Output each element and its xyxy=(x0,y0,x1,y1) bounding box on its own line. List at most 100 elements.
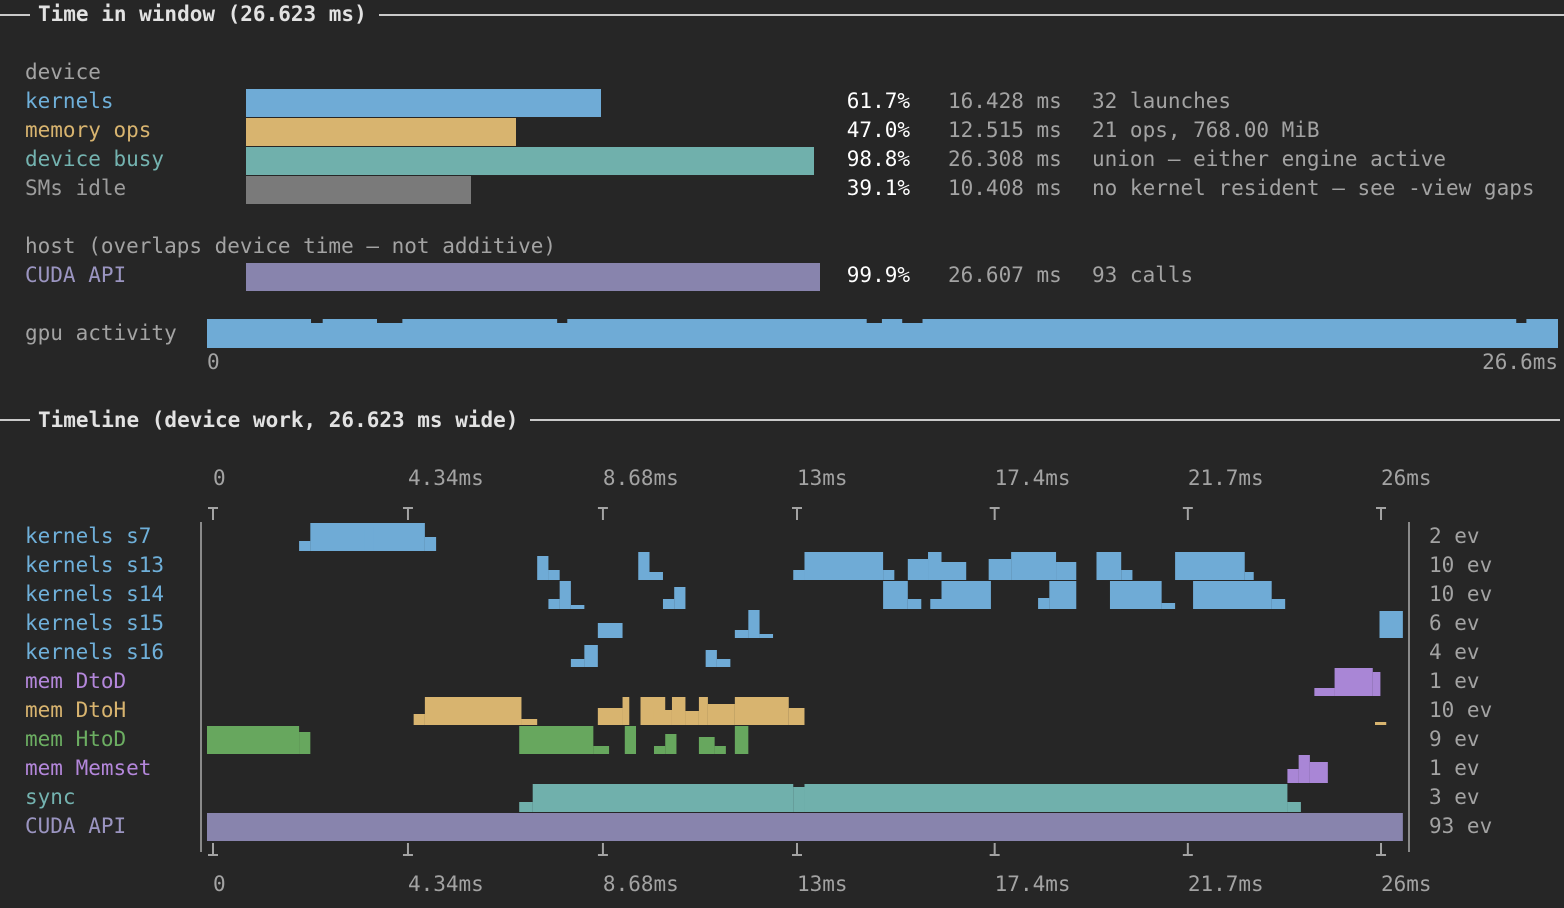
device-busy-detail: union — either engine active xyxy=(1092,147,1447,171)
bottom-axis-tick xyxy=(208,843,218,856)
cuda-api-time: 26.607 ms xyxy=(948,263,1062,287)
mem-dtod-lane xyxy=(1314,668,1381,696)
cuda-api-label: CUDA API xyxy=(25,263,127,287)
kernels-s13-segment xyxy=(548,570,560,580)
top-axis-tick-label: 0 xyxy=(213,466,226,490)
window-section-title: Time in window (26.623 ms) xyxy=(30,1,379,27)
top-axis-tick-label: 21.7ms xyxy=(1188,466,1264,490)
mem-dtoh-segment xyxy=(413,714,425,725)
kernels-s13-count: 10 ev xyxy=(1429,553,1493,577)
memory-ops-detail: 21 ops, 768.00 MiB xyxy=(1092,118,1320,142)
kernels-s14-segment xyxy=(930,599,942,609)
mem-dtoh-segment xyxy=(597,708,623,725)
top-axis-tick xyxy=(1376,507,1387,520)
mem-dtoh-segment xyxy=(671,697,686,725)
mem-dtoh-segment xyxy=(622,697,630,725)
mem-htod-segment xyxy=(653,746,666,754)
mem-dtoh-label: mem DtoH xyxy=(25,698,127,722)
kernels-s13-segment xyxy=(988,559,1012,580)
bottom-axis-tick-label: 4.34ms xyxy=(408,872,484,896)
mem-dtod-segment xyxy=(1372,672,1381,696)
top-axis-tick-label: 17.4ms xyxy=(995,466,1071,490)
mem-htod-segment xyxy=(207,726,300,754)
kernels-s16-segment xyxy=(705,650,717,667)
kernels-s14-segment xyxy=(662,599,675,609)
top-axis-tick xyxy=(597,507,608,520)
mem-dtoh-segment xyxy=(707,704,735,725)
sync-lane xyxy=(519,784,1301,812)
mem-htod-segment xyxy=(665,734,677,754)
kernels-percent: 61.7% xyxy=(846,89,910,113)
mem-dtoh-segment xyxy=(1375,722,1387,725)
cuda-api-row-segment xyxy=(207,813,1403,841)
kernels-s13-segment xyxy=(1244,572,1254,580)
kernels-s7-label: kernels s7 xyxy=(25,524,152,548)
sync-segment xyxy=(532,784,794,812)
sync-segment xyxy=(519,802,533,812)
kernels-s7-segment xyxy=(299,541,311,551)
timeline-section-title: Timeline (device work, 26.623 ms wide) xyxy=(30,407,531,433)
top-axis-tick-label: 13ms xyxy=(797,466,848,490)
sms-idle-time: 10.408 ms xyxy=(948,176,1062,200)
memory-ops-time: 12.515 ms xyxy=(948,118,1062,142)
top-axis-tick-label: 8.68ms xyxy=(603,466,679,490)
cuda-api-bar xyxy=(246,263,820,291)
kernels-s7-count: 2 ev xyxy=(1429,524,1480,548)
gpu-activity-end-label: 26.6ms xyxy=(1482,350,1558,374)
mem-dtoh-segment xyxy=(698,697,708,725)
bottom-axis-tick xyxy=(1376,843,1387,856)
kernels-s13-segment xyxy=(928,552,942,580)
kernels-detail: 32 launches xyxy=(1092,89,1232,113)
device-busy-label: device busy xyxy=(25,147,165,171)
kernels-s13-label: kernels s13 xyxy=(25,553,165,577)
mem-dtod-segment xyxy=(1334,668,1373,696)
mem-htod-segment xyxy=(519,726,594,754)
device-section-label: device xyxy=(25,60,101,84)
kernels-s15-count: 6 ev xyxy=(1429,611,1480,635)
mem-memset-count: 1 ev xyxy=(1429,756,1480,780)
bottom-axis-tick xyxy=(402,843,413,856)
kernels-s15-segment xyxy=(748,610,760,638)
mem-dtod-count: 1 ev xyxy=(1429,669,1480,693)
sync-segment xyxy=(793,787,805,812)
mem-htod-segment xyxy=(734,726,749,754)
mem-htod-label: mem HtoD xyxy=(25,727,127,751)
kernels-s14-segment xyxy=(1049,581,1077,609)
mem-htod-segment xyxy=(593,746,610,754)
kernels-s7-lane xyxy=(299,523,437,551)
top-axis-tick xyxy=(792,507,803,520)
kernels-s14-segment xyxy=(559,581,571,609)
sms-idle-label: SMs idle xyxy=(25,176,127,200)
cuda-api-row-label: CUDA API xyxy=(25,814,127,838)
kernels-s16-lane xyxy=(570,645,731,667)
mem-htod-segment xyxy=(299,732,311,754)
kernels-s13-segment xyxy=(1121,570,1133,580)
mem-htod-count: 9 ev xyxy=(1429,727,1480,751)
bottom-axis-tick xyxy=(989,843,1000,856)
cuda-api-percent: 99.9% xyxy=(846,263,910,287)
kernels-s14-segment xyxy=(674,587,686,609)
memory-ops-percent: 47.0% xyxy=(846,118,910,142)
top-axis-tick xyxy=(1182,507,1193,520)
sms-idle-percent: 39.1% xyxy=(846,176,910,200)
kernels-s13-segment xyxy=(907,559,929,580)
kernels-s14-lane xyxy=(548,581,1286,609)
kernels-s13-segment xyxy=(649,572,663,580)
mem-htod-segment xyxy=(698,737,715,754)
kernels-time: 16.428 ms xyxy=(948,89,1062,113)
kernels-s16-count: 4 ev xyxy=(1429,640,1480,664)
bottom-axis-tick-label: 21.7ms xyxy=(1188,872,1264,896)
kernels-s13-segment xyxy=(1056,562,1077,580)
kernels-s14-segment xyxy=(907,599,922,609)
cuda-api-row-count: 93 ev xyxy=(1429,814,1493,838)
bottom-axis-tick xyxy=(792,843,803,856)
kernels-s7-segment xyxy=(424,537,437,551)
kernels-s13-segment xyxy=(941,562,967,580)
kernels-s16-segment xyxy=(584,645,598,667)
sms-idle-bar xyxy=(246,176,471,204)
bottom-axis-tick-label: 0 xyxy=(213,872,226,896)
kernels-s7-segment xyxy=(364,527,374,551)
sync-count: 3 ev xyxy=(1429,785,1480,809)
kernels-s14-segment xyxy=(570,605,585,609)
